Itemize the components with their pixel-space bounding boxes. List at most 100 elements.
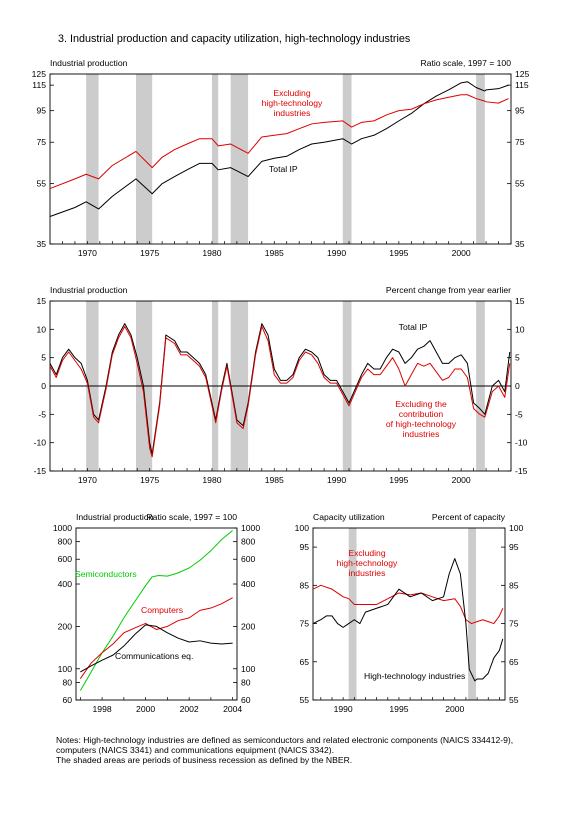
x-tick-label: 1975 (140, 475, 159, 485)
panel-scale-note: Percent change from year earlier (386, 285, 511, 295)
y-tick-label: -5 (515, 409, 523, 419)
series-line (49, 94, 509, 190)
y-tick-label: 200 (241, 621, 256, 631)
panel-scale-note: Percent of capacity (432, 512, 506, 522)
y-tick-label: -5 (38, 409, 46, 419)
y-tick-label: 0 (41, 381, 46, 391)
y-tick-label: 5 (515, 353, 520, 363)
y-tick-label: 95 (515, 106, 525, 116)
y-tick-label: 115 (515, 80, 529, 90)
series-annotation: Excluding (348, 548, 385, 558)
y-tick-label: 125 (32, 69, 47, 79)
x-tick-label: 1995 (389, 704, 408, 714)
x-tick-label: 1995 (389, 248, 408, 258)
series-line (79, 530, 233, 691)
y-tick-label: 200 (58, 621, 73, 631)
y-tick-label: 75 (299, 619, 309, 629)
x-tick-label: 2004 (223, 704, 242, 714)
series-line (312, 558, 504, 682)
series-annotation: contribution (399, 409, 444, 419)
series-annotation: Semiconductors (75, 569, 137, 579)
y-tick-label: 95 (36, 106, 46, 116)
recession-band (86, 74, 99, 244)
recession-band (348, 528, 357, 700)
y-tick-label: 60 (241, 695, 251, 705)
notes-line: Notes: High-technology industries are de… (56, 735, 514, 745)
series-line (49, 323, 511, 455)
y-tick-label: -15 (34, 466, 47, 476)
recession-band (342, 74, 352, 244)
series-annotation: High-technology industries (364, 671, 465, 681)
panel-title: Industrial production (76, 512, 154, 522)
x-tick-label: 2002 (180, 704, 199, 714)
series-line (49, 326, 511, 458)
recession-band (230, 74, 249, 244)
series-annotation: Computers (141, 605, 183, 615)
y-tick-label: 55 (299, 695, 309, 705)
x-tick-label: 1995 (389, 475, 408, 485)
y-tick-label: 80 (62, 677, 72, 687)
y-tick-label: -10 (515, 438, 528, 448)
y-tick-label: 35 (515, 239, 525, 249)
series-annotation: industries (403, 429, 440, 439)
panel-title: Industrial production (50, 58, 128, 68)
y-tick-label: 95 (509, 542, 519, 552)
y-tick-label: 55 (515, 179, 525, 189)
y-tick-label: 400 (241, 579, 256, 589)
notes-line: The shaded areas are periods of business… (56, 755, 353, 765)
plot-frame (49, 73, 512, 245)
plot-frame (75, 527, 238, 701)
panel-ip-percent-change: Industrial production Percent change from… (34, 285, 528, 485)
y-tick-label: -10 (34, 438, 47, 448)
panel-ip-ratio-scale: Industrial production Ratio scale, 1997 =… (32, 58, 530, 258)
x-tick-label: 2000 (452, 248, 471, 258)
y-tick-label: 100 (509, 523, 524, 533)
y-tick-label: 65 (509, 657, 519, 667)
recession-band (211, 74, 219, 244)
series-annotation: Excluding the (395, 399, 447, 409)
x-tick-label: 1985 (265, 475, 284, 485)
y-tick-label: 0 (515, 381, 520, 391)
y-tick-label: 10 (515, 324, 525, 334)
y-tick-label: 600 (241, 554, 256, 564)
y-tick-label: -15 (515, 466, 528, 476)
y-tick-label: 15 (36, 296, 46, 306)
x-tick-label: 1970 (78, 248, 97, 258)
y-tick-label: 1000 (241, 523, 260, 533)
series-annotation: high-technology (262, 98, 323, 108)
series-line (80, 624, 233, 673)
series-annotation: industries (349, 568, 386, 578)
x-tick-label: 2000 (136, 704, 155, 714)
y-tick-label: 80 (241, 677, 251, 687)
x-tick-label: 1980 (202, 475, 221, 485)
recession-band (476, 74, 485, 244)
recession-band (468, 528, 476, 700)
y-tick-label: 100 (241, 664, 256, 674)
y-tick-label: 1000 (53, 523, 72, 533)
panel-title: Capacity utilization (313, 512, 385, 522)
series-annotation: high-technology (337, 558, 398, 568)
y-tick-label: 65 (299, 657, 309, 667)
panel-scale-note: Ratio scale, 1997 = 100 (420, 58, 511, 68)
y-tick-label: 35 (36, 239, 46, 249)
series-annotation: of high-technology (386, 419, 457, 429)
y-tick-label: 75 (36, 137, 46, 147)
x-tick-label: 1980 (202, 248, 221, 258)
y-tick-label: 800 (58, 537, 73, 547)
y-tick-label: 100 (58, 664, 73, 674)
x-tick-label: 1990 (334, 704, 353, 714)
y-tick-label: 85 (299, 580, 309, 590)
plot-frame (312, 527, 506, 701)
panel-capacity-utilization: Capacity utilization Percent of capacity 5… (295, 512, 524, 714)
panel-scale-note: Ratio scale, 1997 = 100 (146, 512, 237, 522)
y-tick-label: 800 (241, 537, 256, 547)
x-tick-label: 1985 (265, 248, 284, 258)
y-tick-label: 400 (58, 579, 73, 589)
y-tick-label: 85 (509, 580, 519, 590)
y-tick-label: 5 (41, 353, 46, 363)
series-line (49, 81, 509, 217)
notes-line: computers (NAICS 3341) and communication… (56, 745, 334, 755)
y-tick-label: 10 (36, 324, 46, 334)
